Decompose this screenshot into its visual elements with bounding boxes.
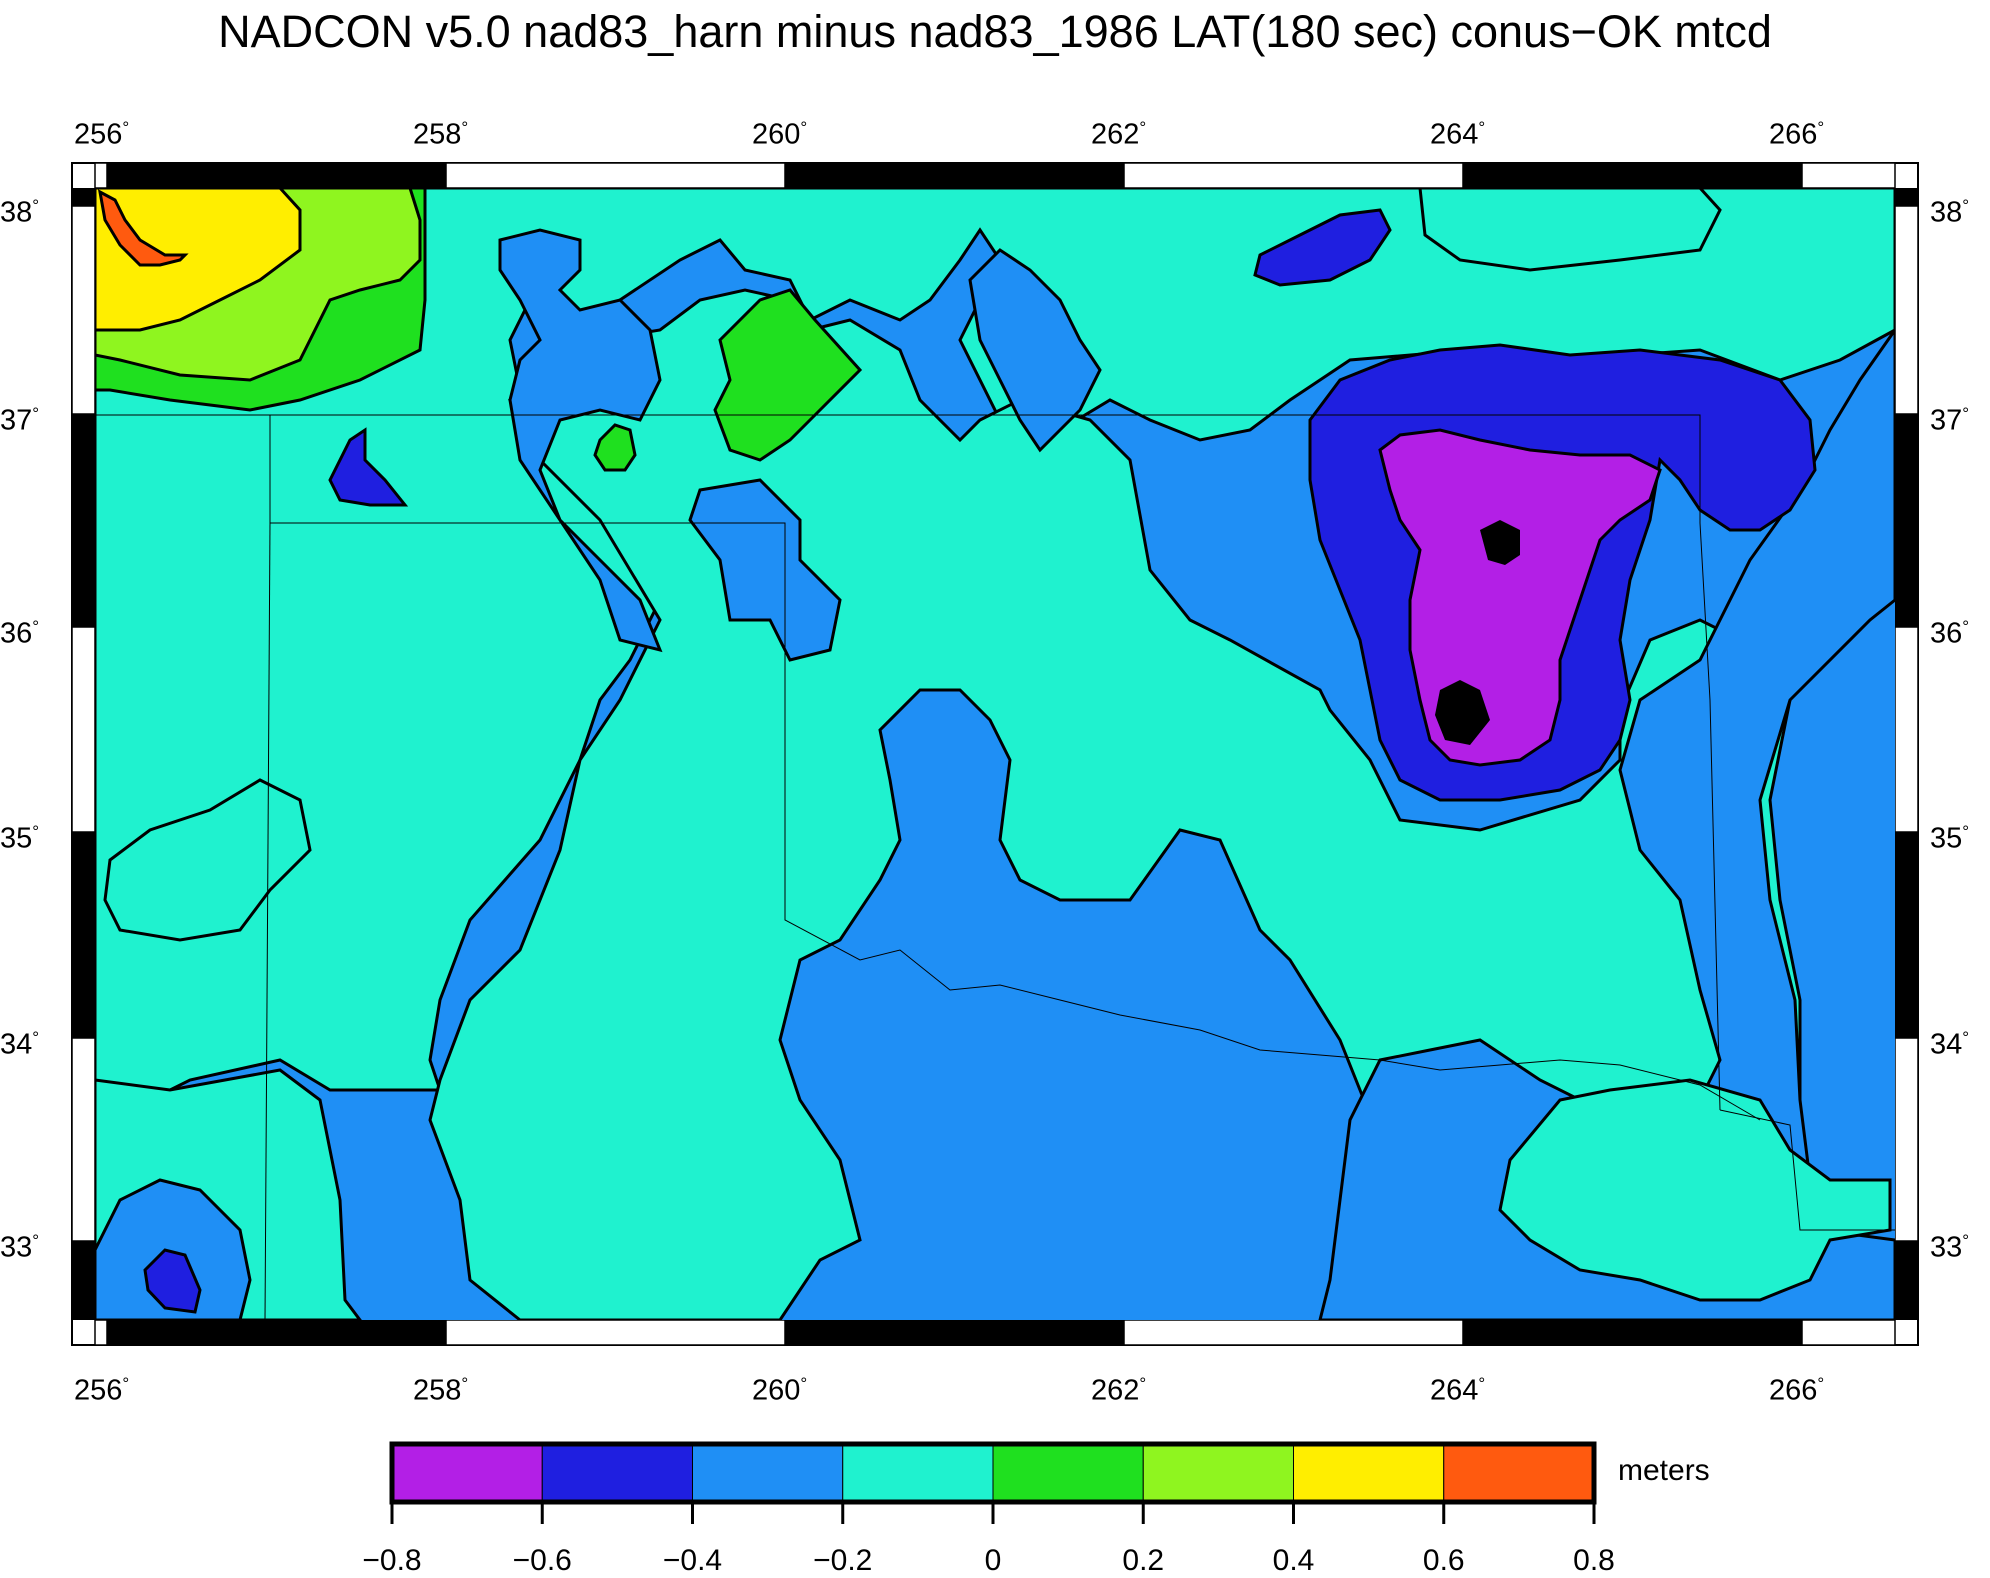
band-minus-0-4-center — [688, 478, 842, 662]
lon-tick-top: 258° — [413, 118, 469, 151]
lon-tick-top: 260° — [752, 118, 808, 151]
colorbar-label: −0.8 — [362, 1544, 422, 1577]
lat-tick-left: 35° — [0, 822, 40, 855]
colorbar-swatch — [1443, 1443, 1595, 1503]
band-0-north-2 — [593, 423, 637, 472]
lon-tick-bottom: 260° — [752, 1374, 808, 1407]
low-extreme-core-1 — [1480, 520, 1520, 565]
colorbar-swatch — [992, 1443, 1144, 1503]
band-0-6-west — [97, 189, 189, 267]
colorbar-swatch — [842, 1443, 994, 1503]
low-extreme-core-2 — [1435, 680, 1490, 745]
state-boundaries — [95, 414, 1895, 1320]
lon-tick-top: 256° — [74, 118, 130, 151]
band-minus-0-6-ne — [1253, 208, 1392, 287]
band-minus-0-2-se-lobe — [1498, 1078, 1892, 1302]
colorbar-ticks — [390, 1502, 1596, 1524]
band-minus-0-6-sw — [143, 1248, 202, 1314]
colorbar-label: 0.4 — [1272, 1544, 1315, 1577]
colorbar-label: −0.4 — [662, 1544, 723, 1577]
lat-tick-left: 36° — [0, 617, 40, 650]
colorbar-swatch — [692, 1443, 844, 1503]
band-minus-0-4-north — [498, 228, 663, 653]
colorbar-label: −0.6 — [512, 1544, 572, 1577]
band-minus-0-8-east — [1378, 428, 1662, 767]
colorbar-swatch — [1142, 1443, 1294, 1503]
lat-tick-left: 38° — [0, 196, 40, 229]
colorbar-label: 0.2 — [1122, 1544, 1165, 1577]
colorbar-swatch — [1293, 1443, 1445, 1503]
lon-tick-bottom: 262° — [1091, 1374, 1147, 1407]
lat-tick-left: 34° — [0, 1028, 40, 1061]
lon-tick-bottom: 266° — [1769, 1374, 1825, 1407]
lat-tick-left: 37° — [0, 404, 40, 437]
lat-tick-left: 33° — [0, 1231, 40, 1264]
lat-tick-right: 38° — [1930, 196, 1970, 229]
lat-tick-right: 36° — [1930, 617, 1970, 650]
band-minus-0-2-sw-lobe — [103, 778, 312, 942]
lat-tick-right: 33° — [1930, 1231, 1970, 1264]
colorbar-units-label: meters — [1618, 1454, 1710, 1487]
colorbar-label: 0.6 — [1422, 1544, 1465, 1577]
colorbar-label: 0 — [984, 1544, 1002, 1577]
band-0-north-1 — [713, 288, 863, 462]
lat-tick-right: 37° — [1930, 404, 1970, 437]
colorbar-swatch — [541, 1443, 693, 1503]
lon-tick-top: 262° — [1091, 118, 1147, 151]
colorbar-label: −0.2 — [813, 1544, 873, 1577]
band-0-4-west — [95, 188, 302, 332]
band-minus-0-6-west — [328, 427, 409, 507]
colorbar-label: 0.8 — [1573, 1544, 1615, 1577]
band-minus-0-4-east — [1318, 327, 1895, 1320]
band-minus-0-2-ne — [1418, 188, 1722, 272]
colorbar-swatch — [391, 1443, 543, 1503]
lon-tick-bottom: 256° — [74, 1374, 130, 1407]
lon-tick-bottom: 258° — [413, 1374, 469, 1407]
lon-tick-top: 264° — [1430, 118, 1486, 151]
colorbar — [391, 1443, 1595, 1503]
band-minus-0-4-ne-arm — [968, 248, 1102, 453]
contour-map — [95, 188, 1895, 1320]
lon-tick-bottom: 264° — [1430, 1374, 1486, 1407]
lat-tick-right: 34° — [1930, 1028, 1970, 1061]
map-title: NADCON v5.0 nad83_harn minus nad83_1986 … — [218, 6, 1772, 57]
band-minus-0-4-sw — [95, 1178, 252, 1320]
lat-tick-right: 35° — [1930, 822, 1970, 855]
lon-tick-top: 266° — [1769, 118, 1825, 151]
